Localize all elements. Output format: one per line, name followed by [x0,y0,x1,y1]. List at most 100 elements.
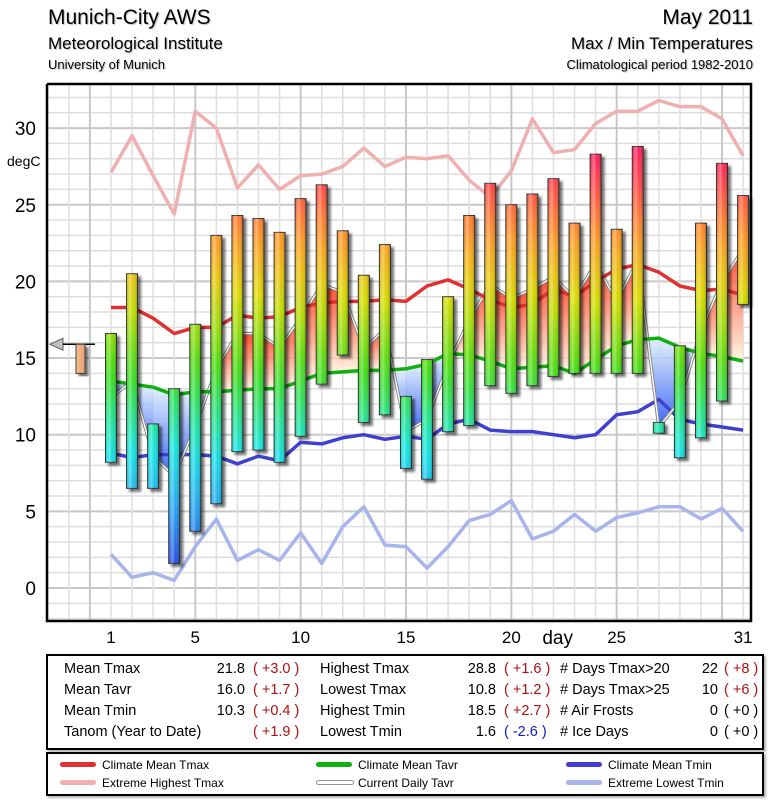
stat-label: Mean Tmax [64,661,141,677]
x-tick-label: 5 [191,628,200,647]
stat-row: Lowest Tmax 10.8 ( +1.2 ) [48,682,762,702]
day-bar [357,274,370,423]
chart-subtitle: Max / Min Temperatures [570,34,753,53]
day-bar [547,178,560,377]
day-bar [378,244,391,416]
day-bar [126,273,139,489]
stat-label: Highest Tmax [320,661,410,677]
stat-row: Lowest Tmin 1.6 ( -2.6 ) [48,724,762,744]
climate-period: Climatological period 1982-2010 [566,57,753,72]
stat-deviation: ( +1.7 ) [253,682,300,698]
bar-shine [400,396,412,469]
day-bar [231,214,244,453]
bar-shine [316,184,328,385]
bar-shine [674,345,686,458]
day-bar [694,222,707,439]
bar-shine [358,275,370,423]
stat-label: Tanom (Year to Date) [64,724,202,740]
stat-deviation: ( +3.0 ) [253,661,300,677]
daily-bars [105,145,750,564]
y-tick-label: 10 [15,426,36,447]
day-bar [652,421,665,434]
bar-shine [189,324,201,532]
stat-value: 22 [701,661,718,677]
legend-swatch [60,762,96,767]
stat-row: Highest Tmin 18.5 ( +2.7 ) [48,703,762,723]
stat-label: Mean Tavr [64,682,132,698]
anomaly-indicator [48,337,95,374]
y-axis-label: degC [7,153,40,169]
stat-label: # Days Tmax>20 [560,661,670,677]
y-tick-label: 0 [25,579,36,600]
month-title: May 2011 [662,6,753,29]
legend-label: Climate Mean Tmin [608,758,712,772]
stat-value: 10 [701,682,718,698]
stat-value: 18.5 [467,703,496,719]
extreme-lowest-tmin-line [109,498,745,583]
day-bar [294,198,307,437]
day-bar [421,359,434,480]
day-bar [105,333,117,463]
bar-shine [168,388,180,564]
bar-shine [274,232,286,463]
stat-label: Mean Tmin [64,703,137,719]
plot-frame [45,82,753,623]
stat-label: # Days Tmax>25 [560,682,670,698]
bar-shine [569,223,581,374]
legend-label: Current Daily Tavr [358,776,454,790]
x-tick-label: 10 [291,628,310,647]
y-tick-label: 20 [15,272,36,293]
grid [47,84,751,621]
stat-row: Mean Tmin 10.3 ( +0.4 ) [48,703,762,723]
day-bar [210,234,223,505]
stat-label: Highest Tmin [320,703,406,719]
legend-label: Extreme Highest Tmax [102,776,224,790]
stat-deviation: ( +0 ) [724,724,759,740]
y-tick-label: 15 [15,349,36,370]
x-tick-label: 20 [502,628,521,647]
day-bar [336,230,349,356]
stat-deviation: ( +0.4 ) [253,703,300,719]
stat-row: # Ice Days 0 ( +0 ) [48,724,762,744]
stat-row: # Days Tmax>20 22 ( +8 ) [48,661,762,681]
day-bar [610,228,623,374]
day-bar [252,218,265,451]
stat-value: 0 [709,724,718,740]
statistics-panel: Mean Tmax 21.8 ( +3.0 ) Mean Tavr 16.0 ( +1.7… [46,654,764,750]
stat-deviation: ( -2.6 ) [504,724,547,740]
day-bar [399,395,412,469]
x-tick-label: 31 [734,628,753,647]
x-axis-label: day [542,628,573,649]
day-bar [189,323,202,532]
bar-shine [611,229,623,374]
y-tick-label: 25 [15,196,36,217]
stat-deviation: ( +1.6 ) [504,661,551,677]
stat-value: 10.8 [467,682,496,698]
day-bar [484,182,497,387]
stat-deviation: ( +1.2 ) [504,682,551,698]
stat-label: Lowest Tmax [320,682,406,698]
x-tick-label: 1 [106,628,115,647]
bar-shine [147,423,159,489]
legend-label: Climate Mean Tavr [358,758,458,772]
stat-label: Lowest Tmin [320,724,402,740]
bar-shine [716,163,728,401]
stat-row: Highest Tmax 28.8 ( +1.6 ) [48,661,762,681]
y-tick-label: 5 [25,502,36,523]
legend-swatch [566,780,602,785]
day-bar [505,204,518,394]
institute-title: Meteorological Institute [48,34,223,53]
y-tick-label: 30 [15,119,36,140]
day-bar [589,153,602,374]
day-bar [716,162,729,402]
stat-row: Mean Tavr 16.0 ( +1.7 ) [48,682,762,702]
stat-row: # Air Frosts 0 ( +0 ) [48,703,762,723]
bar-shine [505,204,517,394]
day-bar [315,184,328,385]
bar-shine [421,359,433,480]
bar-shine [484,183,496,386]
day-bar [737,195,750,305]
bar-shine [695,223,707,438]
day-bar [568,222,581,374]
bar-shine [379,244,391,415]
